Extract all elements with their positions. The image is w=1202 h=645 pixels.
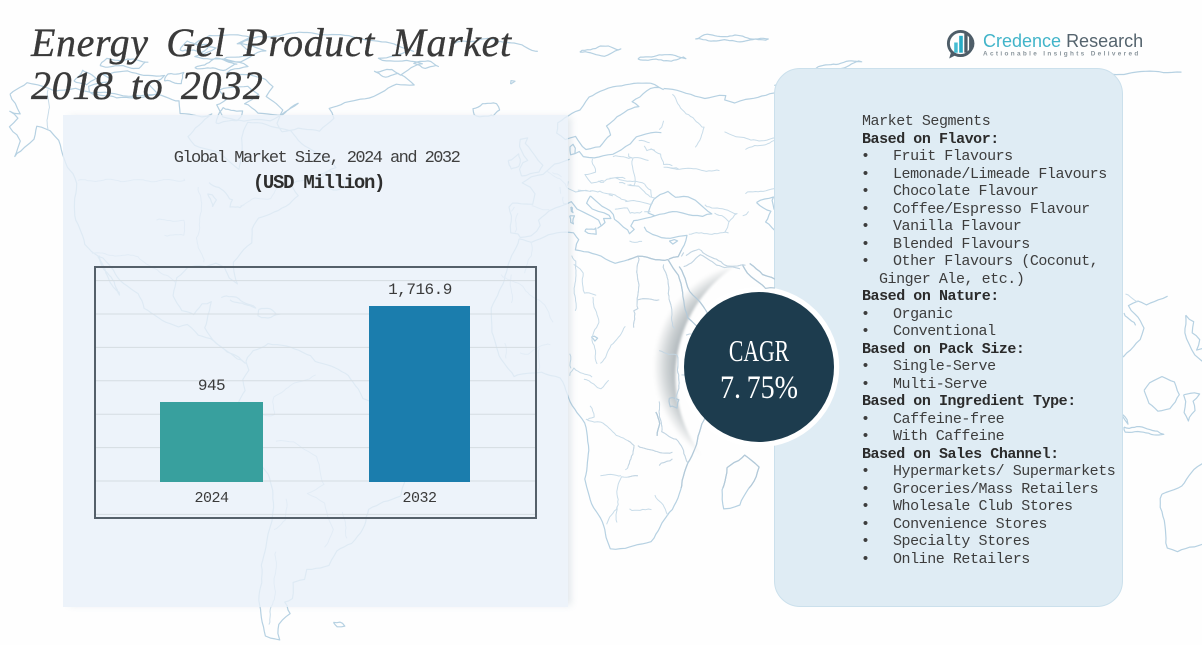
svg-text:Credence Research: Credence Research <box>983 31 1143 51</box>
svg-text:Actionable Insights Delivered: Actionable Insights Delivered <box>983 51 1141 58</box>
